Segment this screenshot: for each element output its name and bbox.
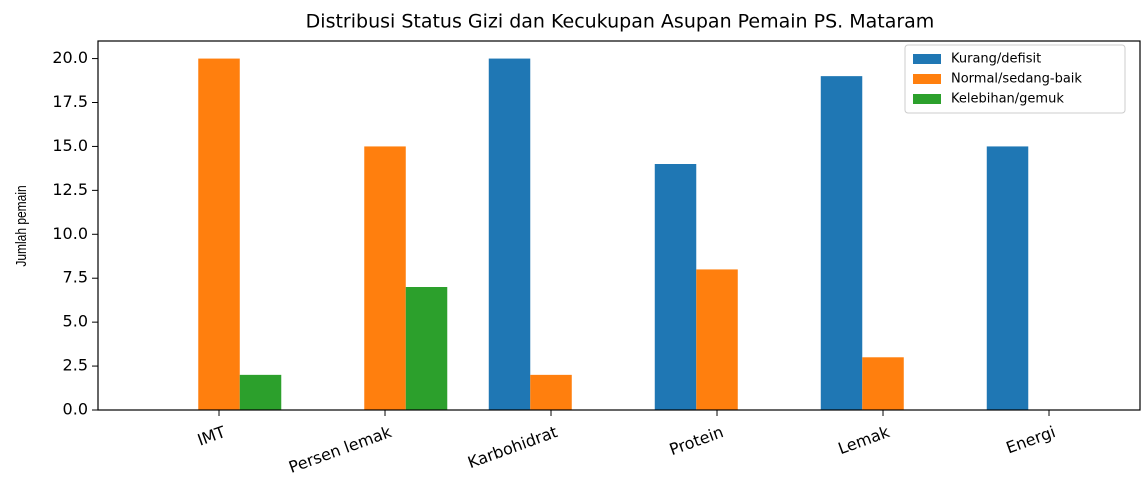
x-tick-label: Karbohidrat bbox=[465, 422, 560, 472]
y-tick-label: 12.5 bbox=[52, 180, 88, 199]
plot-frame bbox=[97, 40, 1141, 411]
x-tick-label: IMT bbox=[195, 422, 228, 450]
bar bbox=[696, 269, 738, 410]
y-tick-label: 7.5 bbox=[63, 268, 88, 287]
y-tick-label: 5.0 bbox=[63, 312, 88, 331]
chart-title: Distribusi Status Gizi dan Kecukupan Asu… bbox=[306, 11, 935, 33]
y-tick-label: 0.0 bbox=[63, 400, 88, 419]
y-tick-label: 10.0 bbox=[52, 224, 88, 243]
x-tick-label: Energi bbox=[1003, 422, 1057, 457]
legend-box bbox=[904, 44, 1126, 114]
bar bbox=[820, 76, 863, 411]
bar bbox=[986, 146, 1029, 410]
bar bbox=[239, 374, 282, 410]
bar bbox=[198, 58, 240, 410]
legend: Kurang/defisit Normal/sedang-baik Kelebiha… bbox=[904, 44, 1126, 114]
legend-label: Kurang/defisit bbox=[951, 52, 1041, 67]
x-tick-label: Lemak bbox=[835, 422, 892, 458]
legend-label: Normal/sedang-baik bbox=[951, 72, 1082, 87]
y-tick-label: 17.5 bbox=[52, 92, 88, 111]
bar bbox=[862, 357, 904, 410]
bar bbox=[530, 374, 572, 410]
legend-swatch bbox=[913, 54, 941, 64]
bar bbox=[488, 58, 531, 410]
x-tick-label: Persen lemak bbox=[286, 422, 395, 477]
x-tick-label: Protein bbox=[667, 422, 726, 459]
y-tick-label: 20.0 bbox=[52, 48, 88, 67]
y-tick-label: 15.0 bbox=[52, 136, 88, 155]
bar bbox=[364, 146, 406, 410]
legend-swatch bbox=[913, 94, 941, 104]
y-axis-label: Jumlah pemain bbox=[13, 185, 30, 266]
legend-swatch bbox=[913, 74, 941, 84]
y-tick-label: 2.5 bbox=[63, 356, 88, 375]
bar bbox=[405, 287, 448, 410]
bar bbox=[654, 164, 697, 410]
legend-label: Kelebihan/gemuk bbox=[951, 92, 1064, 107]
